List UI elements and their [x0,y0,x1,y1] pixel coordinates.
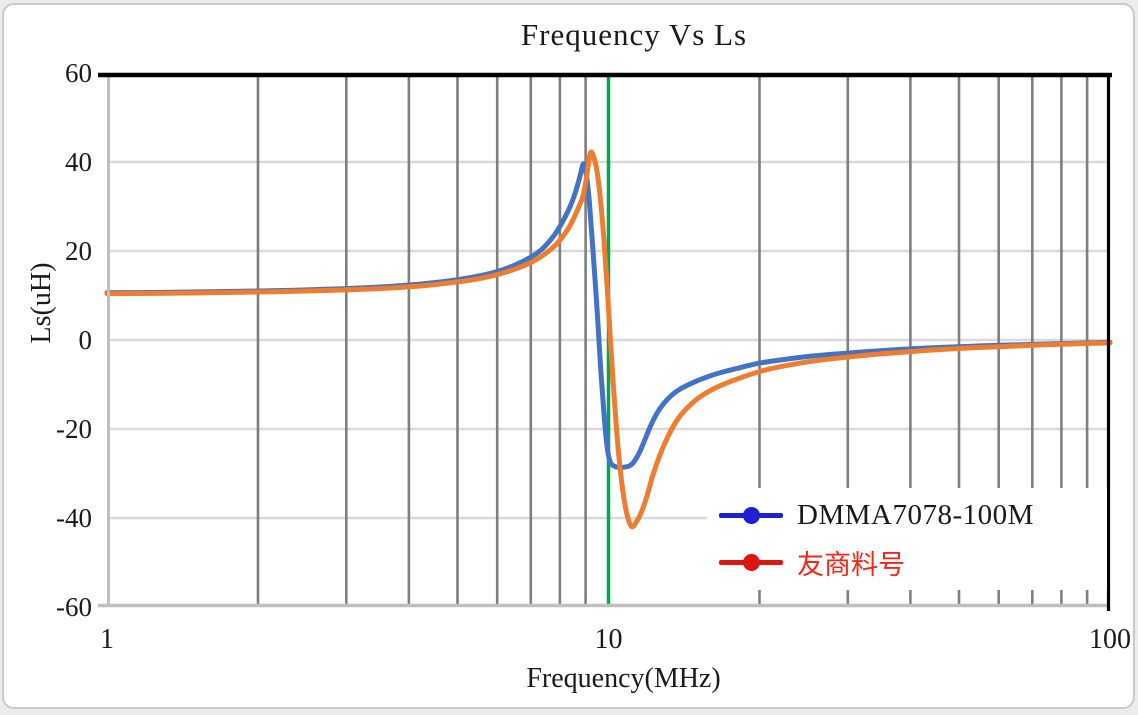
legend-label: 友商料号 [797,550,905,580]
legend-item-0: DMMA7078-100M [719,493,1107,539]
legend-dot-icon [743,554,760,571]
series-line-1 [104,149,1113,530]
x-axis-title: Frequency(MHz) [526,663,721,694]
legend-line-marker-icon [719,507,783,524]
y-tick-label: 60 [65,58,92,88]
x-tick-label: 1 [100,624,114,655]
x-tick-label: 100 [1089,624,1131,655]
y-tick-label: 0 [78,325,93,355]
y-tick-label: -60 [56,592,92,622]
legend-item-1: 友商料号 [719,540,1107,586]
y-tick-label: 40 [65,147,92,177]
x-tick-label: 10 [594,624,623,655]
y-tick-label: 20 [65,236,92,266]
legend: DMMA7078-100M 友商料号 [707,488,1107,590]
chart-card: Frequency Vs Ls 60 40 20 0 -20 -40 -60 1 10 100 … [2,3,1135,709]
legend-dot-icon [743,507,760,524]
chart-title: Frequency Vs Ls [520,17,748,52]
legend-line-marker-icon [719,554,783,571]
legend-label: DMMA7078-100M [797,499,1034,531]
y-axis-title: Ls(uH) [26,262,57,344]
y-tick-label: -20 [56,414,92,444]
y-tick-label: -40 [56,503,92,533]
